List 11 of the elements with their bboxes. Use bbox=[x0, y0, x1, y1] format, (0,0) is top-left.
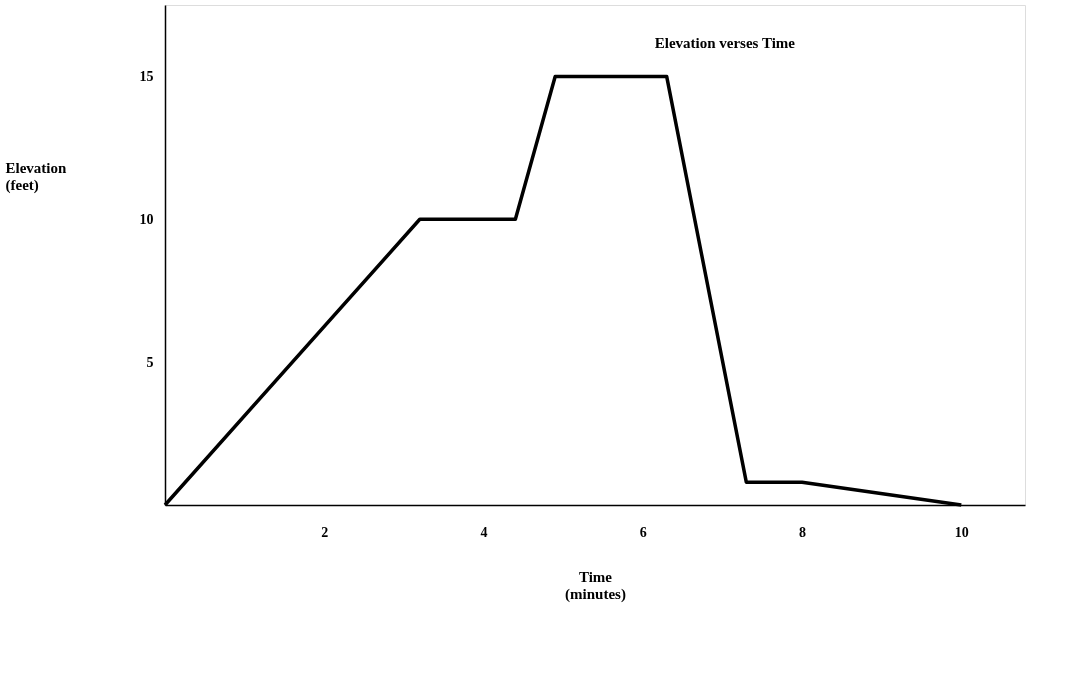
text: Elevation verses Time bbox=[654, 35, 796, 51]
y-tick-label: 5 bbox=[146, 354, 154, 370]
y-axis-title: Elevation (feet) bbox=[5, 159, 67, 194]
x-tick-label: 6 bbox=[639, 524, 647, 540]
x-tick-label: 2 bbox=[321, 524, 329, 540]
x-tick-label: 10 bbox=[954, 524, 969, 540]
y-tick-label: 15 bbox=[139, 68, 154, 84]
y-tick-label: 10 bbox=[139, 211, 154, 227]
x-axis-title: Time (minutes) bbox=[565, 568, 626, 603]
x-tick-label: 8 bbox=[799, 524, 807, 540]
x-tick-label: 4 bbox=[480, 524, 488, 540]
